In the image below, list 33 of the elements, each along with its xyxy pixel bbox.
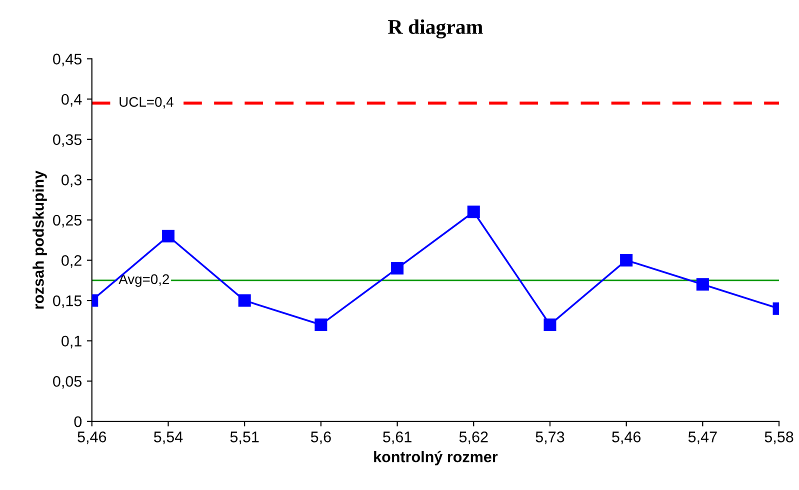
y-tick-label: 0,25 [53, 214, 82, 228]
y-tick-label: 0,2 [62, 255, 82, 268]
y-axis-title: rozsah podskupiny [32, 170, 47, 309]
x-axis-title: kontrolný rozmer [374, 450, 498, 466]
y-tick-label: 0,3 [62, 174, 82, 188]
point [620, 254, 633, 266]
x-tick-label: 5,46 [78, 432, 106, 444]
ref-line-label: UCL=0,4 [120, 97, 174, 108]
chart-title: R diagram [388, 19, 483, 38]
x-tick-label: 5,51 [230, 432, 259, 444]
x-tick-label: 5,61 [383, 432, 412, 444]
x-tick-label: 5,62 [459, 432, 488, 444]
point [544, 318, 556, 331]
point [467, 206, 480, 218]
ref-line-label: Avg=0,2 [118, 274, 170, 287]
y-tick-label: 0,4 [62, 94, 82, 107]
y-tick-label: 0,1 [62, 336, 82, 348]
x-tick-label: 5,6 [310, 432, 331, 444]
y-tick-label: 0,45 [53, 54, 82, 66]
y-tick-label: 0 [74, 416, 82, 428]
point [314, 318, 328, 331]
x-tick-label: 5,46 [612, 432, 641, 444]
y-tick-label: 0,35 [53, 134, 82, 147]
y-tick-label: 0,05 [53, 376, 82, 389]
point [696, 278, 709, 291]
point [238, 294, 251, 307]
point [162, 230, 174, 242]
x-tick-label: 5,73 [536, 432, 564, 444]
x-tick-label: 5,47 [688, 432, 717, 444]
point [391, 262, 404, 275]
y-tick-label: 0,15 [53, 295, 82, 308]
x-tick-label: 5,54 [154, 432, 183, 444]
x-tick-label: 5,58 [764, 432, 794, 444]
